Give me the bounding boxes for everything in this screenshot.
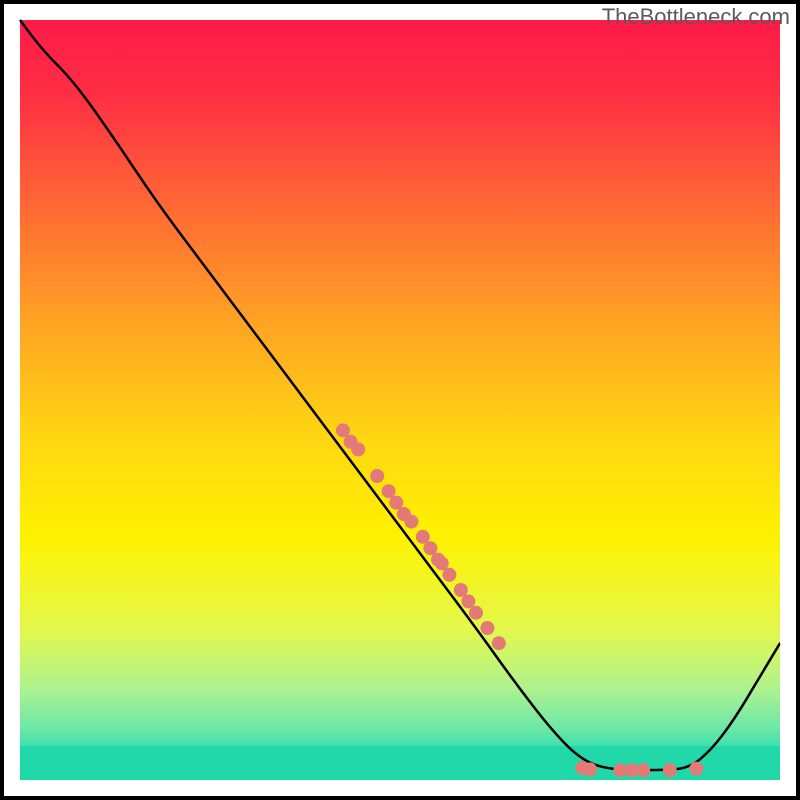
bottleneck-chart: TheBottleneck.com xyxy=(0,0,800,800)
attribution-label: TheBottleneck.com xyxy=(602,4,790,30)
chart-background-gradient xyxy=(0,0,800,800)
